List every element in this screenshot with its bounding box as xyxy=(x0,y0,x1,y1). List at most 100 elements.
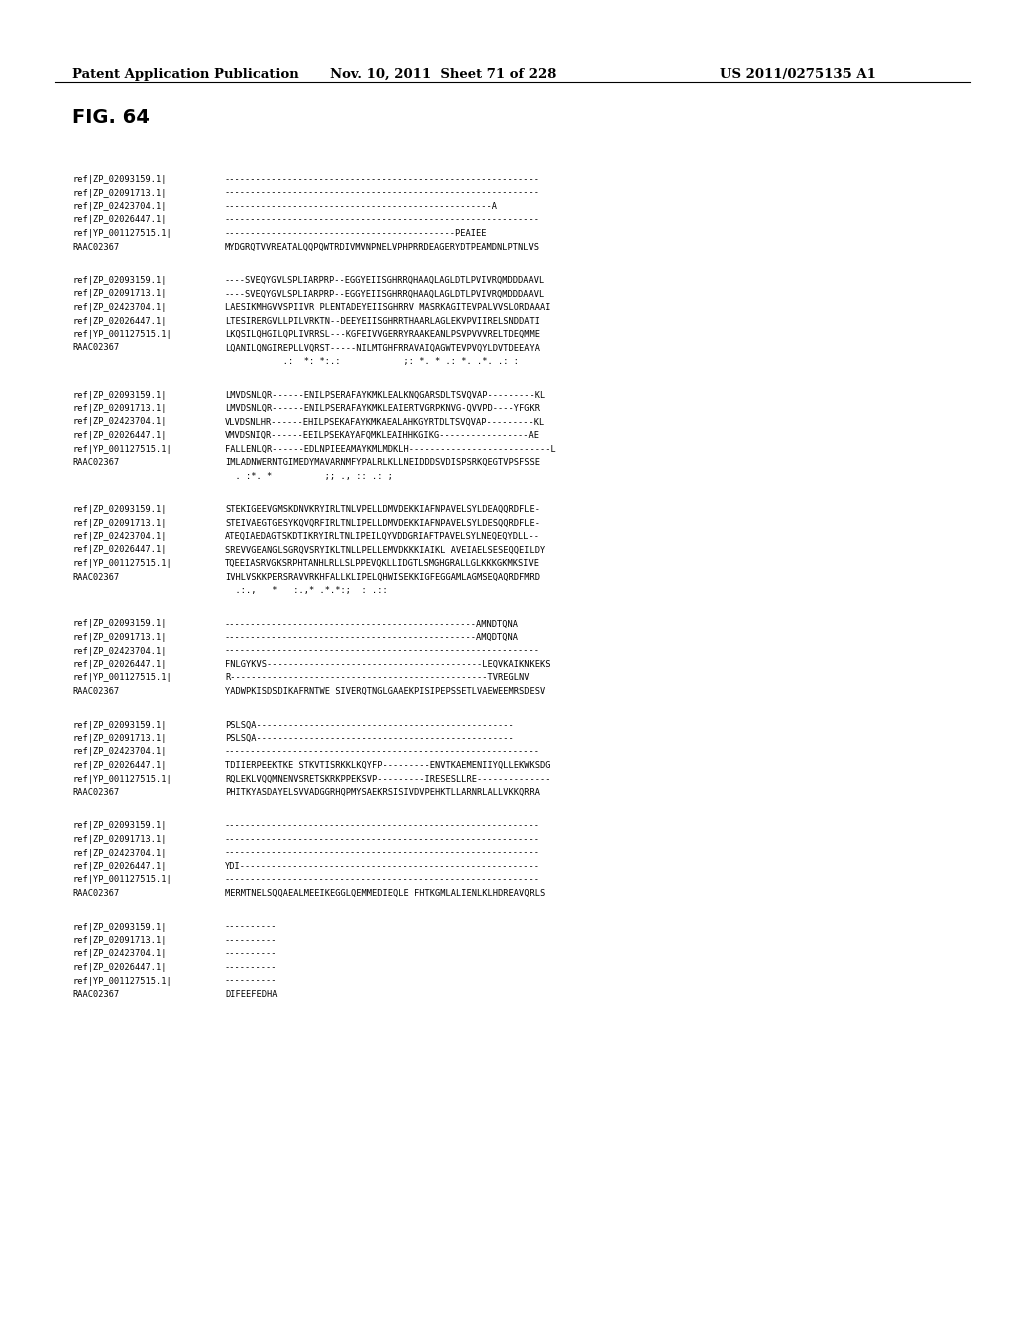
Text: ref|ZP_02423704.1|: ref|ZP_02423704.1| xyxy=(72,202,167,211)
Text: --------------------------------------------PEAIEE: ----------------------------------------… xyxy=(225,228,487,238)
Text: ref|YP_001127515.1|: ref|YP_001127515.1| xyxy=(72,673,172,682)
Text: Nov. 10, 2011  Sheet 71 of 228: Nov. 10, 2011 Sheet 71 of 228 xyxy=(330,69,556,81)
Text: RQLEKLVQQMNENVSRETSKRKPPEKSVP---------IRESESLLRE--------------: RQLEKLVQQMNENVSRETSKRKPPEKSVP---------IR… xyxy=(225,775,551,784)
Text: Patent Application Publication: Patent Application Publication xyxy=(72,69,299,81)
Text: ref|ZP_02093159.1|: ref|ZP_02093159.1| xyxy=(72,923,167,932)
Text: ref|ZP_02423704.1|: ref|ZP_02423704.1| xyxy=(72,532,167,541)
Text: PHITKYASDAYELSVVADGGRHQPMYSAEKRSISIVDVPEHKTLLARNRLALLVKKQRRA: PHITKYASDAYELSVVADGGRHQPMYSAEKRSISIVDVPE… xyxy=(225,788,540,797)
Text: IVHLVSKKPERSRAVVRKHFALLKLIPELQHWISEKKIGFEGGAMLAGMSEQAQRDFMRD: IVHLVSKKPERSRAVVRKHFALLKLIPELQHWISEKKIGF… xyxy=(225,573,540,582)
Text: ----SVEQYGVLSPLIARPRP--EGGYEIISGHRRQHAAQLAGLDTLPVIVRQMDDDAAVL: ----SVEQYGVLSPLIARPRP--EGGYEIISGHRRQHAAQ… xyxy=(225,289,545,298)
Text: ----------: ---------- xyxy=(225,949,278,958)
Text: ref|ZP_02423704.1|: ref|ZP_02423704.1| xyxy=(72,304,167,312)
Text: ref|ZP_02026447.1|: ref|ZP_02026447.1| xyxy=(72,862,167,871)
Text: ------------------------------------------------AMQDTQNA: ----------------------------------------… xyxy=(225,634,519,642)
Text: RAAC02367: RAAC02367 xyxy=(72,990,119,999)
Text: ref|YP_001127515.1|: ref|YP_001127515.1| xyxy=(72,445,172,454)
Text: PSLSQA-------------------------------------------------: PSLSQA----------------------------------… xyxy=(225,734,514,743)
Text: LAESIKMHGVVSPIIVR PLENTADEYEIISGHRRV MASRKAGITEVPALVVSLORDAAAI: LAESIKMHGVVSPIIVR PLENTADEYEIISGHRRV MAS… xyxy=(225,304,551,312)
Text: ref|ZP_02423704.1|: ref|ZP_02423704.1| xyxy=(72,949,167,958)
Text: US 2011/0275135 A1: US 2011/0275135 A1 xyxy=(720,69,876,81)
Text: ref|ZP_02091713.1|: ref|ZP_02091713.1| xyxy=(72,404,167,413)
Text: ref|ZP_02026447.1|: ref|ZP_02026447.1| xyxy=(72,964,167,972)
Text: DIFEEFEDHA: DIFEEFEDHA xyxy=(225,990,278,999)
Text: ref|ZP_02423704.1|: ref|ZP_02423704.1| xyxy=(72,417,167,426)
Text: R-------------------------------------------------TVREGLNV: R---------------------------------------… xyxy=(225,673,529,682)
Text: LMVDSNLQR------ENILPSERAFAYKMKLEALKNQGARSDLTSVQVAP---------KL: LMVDSNLQR------ENILPSERAFAYKMKLEALKNQGAR… xyxy=(225,391,545,400)
Text: STEKIGEEVGMSKDNVKRYIRLTNLVPELLDMVDEKKIAFNPAVELSYLDEAQQRDFLE-: STEKIGEEVGMSKDNVKRYIRLTNLVPELLDMVDEKKIAF… xyxy=(225,506,540,513)
Text: ref|ZP_02093159.1|: ref|ZP_02093159.1| xyxy=(72,506,167,513)
Text: TDIIERPEEKTKE STKVTISRKKLKQYFP---------ENVTKAEMENIIYQLLEKWKSDG: TDIIERPEEKTKE STKVTISRKKLKQYFP---------E… xyxy=(225,762,551,770)
Text: . :*. *          ;; ., :: .: ;: . :*. * ;; ., :: .: ; xyxy=(225,471,393,480)
Text: .:.,   *   :.,* .*.*:;  : .::: .:., * :.,* .*.*:; : .:: xyxy=(225,586,388,595)
Text: ref|ZP_02091713.1|: ref|ZP_02091713.1| xyxy=(72,634,167,642)
Text: ref|ZP_02026447.1|: ref|ZP_02026447.1| xyxy=(72,660,167,669)
Text: ------------------------------------------------------------: ----------------------------------------… xyxy=(225,849,540,858)
Text: .:  *: *:.:            ;: *. * .: *. .*. .: :: .: *: *:.: ;: *. * .: *. .*. .: : xyxy=(225,356,519,366)
Text: LQANILQNGIREPLLVQRST-----NILMTGHFRRAVAIQAGWTEVPVQYLDVTDEEAYA: LQANILQNGIREPLLVQRST-----NILMTGHFRRAVAIQ… xyxy=(225,343,540,352)
Text: ref|ZP_02093159.1|: ref|ZP_02093159.1| xyxy=(72,721,167,730)
Text: RAAC02367: RAAC02367 xyxy=(72,573,119,582)
Text: VLVDSNLHR------EHILPSEKAFAYKMKAEALAHKGYRTDLTSVQVAP---------KL: VLVDSNLHR------EHILPSEKAFAYKMKAEALAHKGYR… xyxy=(225,417,545,426)
Text: ref|ZP_02026447.1|: ref|ZP_02026447.1| xyxy=(72,317,167,326)
Text: PSLSQA-------------------------------------------------: PSLSQA----------------------------------… xyxy=(225,721,514,730)
Text: FALLENLQR------EDLNPIEEAMAYKMLMDKLH---------------------------L: FALLENLQR------EDLNPIEEAMAYKMLMDKLH-----… xyxy=(225,445,556,454)
Text: ref|ZP_02026447.1|: ref|ZP_02026447.1| xyxy=(72,215,167,224)
Text: FIG. 64: FIG. 64 xyxy=(72,108,150,127)
Text: ----------: ---------- xyxy=(225,923,278,932)
Text: RAAC02367: RAAC02367 xyxy=(72,888,119,898)
Text: LMVDSNLQR------ENILPSERAFAYKMKLEAIERTVGRPKNVG-QVVPD----YFGKR: LMVDSNLQR------ENILPSERAFAYKMKLEAIERTVGR… xyxy=(225,404,540,413)
Text: ref|ZP_02091713.1|: ref|ZP_02091713.1| xyxy=(72,189,167,198)
Text: ------------------------------------------------------------: ----------------------------------------… xyxy=(225,215,540,224)
Text: RAAC02367: RAAC02367 xyxy=(72,343,119,352)
Text: ref|ZP_02423704.1|: ref|ZP_02423704.1| xyxy=(72,647,167,656)
Text: ------------------------------------------------------------: ----------------------------------------… xyxy=(225,821,540,830)
Text: ----------: ---------- xyxy=(225,964,278,972)
Text: ------------------------------------------------------------: ----------------------------------------… xyxy=(225,875,540,884)
Text: YADWPKISDSDIKAFRNTWE SIVERQTNGLGAAEKPISIPEPSSETLVAEWEEMRSDESV: YADWPKISDSDIKAFRNTWE SIVERQTNGLGAAEKPISI… xyxy=(225,686,545,696)
Text: STEIVAEGTGESYKQVQRFIRLTNLIPELLDMVDEKKIAFNPAVELSYLDESQQRDFLE-: STEIVAEGTGESYKQVQRFIRLTNLIPELLDMVDEKKIAF… xyxy=(225,519,540,528)
Text: ref|ZP_02093159.1|: ref|ZP_02093159.1| xyxy=(72,276,167,285)
Text: ------------------------------------------------------------: ----------------------------------------… xyxy=(225,647,540,656)
Text: ref|ZP_02091713.1|: ref|ZP_02091713.1| xyxy=(72,519,167,528)
Text: ----------: ---------- xyxy=(225,936,278,945)
Text: ref|ZP_02093159.1|: ref|ZP_02093159.1| xyxy=(72,176,167,183)
Text: ref|YP_001127515.1|: ref|YP_001127515.1| xyxy=(72,558,172,568)
Text: ref|YP_001127515.1|: ref|YP_001127515.1| xyxy=(72,875,172,884)
Text: RAAC02367: RAAC02367 xyxy=(72,458,119,467)
Text: ref|YP_001127515.1|: ref|YP_001127515.1| xyxy=(72,977,172,986)
Text: ref|YP_001127515.1|: ref|YP_001127515.1| xyxy=(72,330,172,339)
Text: ref|YP_001127515.1|: ref|YP_001127515.1| xyxy=(72,228,172,238)
Text: ref|ZP_02091713.1|: ref|ZP_02091713.1| xyxy=(72,836,167,843)
Text: ref|ZP_02093159.1|: ref|ZP_02093159.1| xyxy=(72,619,167,628)
Text: ref|ZP_02026447.1|: ref|ZP_02026447.1| xyxy=(72,432,167,440)
Text: ------------------------------------------------------------: ----------------------------------------… xyxy=(225,836,540,843)
Text: RAAC02367: RAAC02367 xyxy=(72,788,119,797)
Text: ref|ZP_02026447.1|: ref|ZP_02026447.1| xyxy=(72,762,167,770)
Text: ref|ZP_02093159.1|: ref|ZP_02093159.1| xyxy=(72,821,167,830)
Text: ----------: ---------- xyxy=(225,977,278,986)
Text: ref|ZP_02026447.1|: ref|ZP_02026447.1| xyxy=(72,545,167,554)
Text: ref|ZP_02093159.1|: ref|ZP_02093159.1| xyxy=(72,391,167,400)
Text: TQEEIASRVGKSRPHTANHLRLLSLPPEVQKLLIDGTLSMGHGRALLGLKKKGKMKSIVE: TQEEIASRVGKSRPHTANHLRLLSLPPEVQKLLIDGTLSM… xyxy=(225,558,540,568)
Text: MYDGRQTVVREATALQQPQWTRDIVMVNPNELVPHPRRDEAGERYDTPEAMDNLPTNLVS: MYDGRQTVVREATALQQPQWTRDIVMVNPNELVPHPRRDE… xyxy=(225,243,540,252)
Text: ref|YP_001127515.1|: ref|YP_001127515.1| xyxy=(72,775,172,784)
Text: VMVDSNIQR------EEILPSEKAYAFQMKLEAIHHKGIKG-----------------AE: VMVDSNIQR------EEILPSEKAYAFQMKLEAIHHKGIK… xyxy=(225,432,540,440)
Text: ref|ZP_02091713.1|: ref|ZP_02091713.1| xyxy=(72,289,167,298)
Text: RAAC02367: RAAC02367 xyxy=(72,243,119,252)
Text: ATEQIAEDAGTSKDTIKRYIRLTNLIPEILQYVDDGRIAFTPAVELSYLNEQEQYDLL--: ATEQIAEDAGTSKDTIKRYIRLTNLIPEILQYVDDGRIAF… xyxy=(225,532,540,541)
Text: IMLADNWERNTGIMEDYMAVARNMFYPALRLKLLNEIDDDSVDISPSRKQEGTVPSFSSE: IMLADNWERNTGIMEDYMAVARNMFYPALRLKLLNEIDDD… xyxy=(225,458,540,467)
Text: ------------------------------------------------------------: ----------------------------------------… xyxy=(225,176,540,183)
Text: LTESIRERGVLLPILVRKTN--DEEYEIISGHRRTHAARLAGLEKVPVIIRELSNDDATI: LTESIRERGVLLPILVRKTN--DEEYEIISGHRRTHAARL… xyxy=(225,317,540,326)
Text: YDI---------------------------------------------------------: YDI-------------------------------------… xyxy=(225,862,540,871)
Text: RAAC02367: RAAC02367 xyxy=(72,686,119,696)
Text: ref|ZP_02091713.1|: ref|ZP_02091713.1| xyxy=(72,936,167,945)
Text: ---------------------------------------------------A: ----------------------------------------… xyxy=(225,202,498,211)
Text: ----SVEQYGVLSPLIARPRP--EGGYEIISGHRRQHAAQLAGLDTLPVIVRQMDDDAAVL: ----SVEQYGVLSPLIARPRP--EGGYEIISGHRRQHAAQ… xyxy=(225,276,545,285)
Text: SREVVGEANGLSGRQVSRYIKLTNLLPELLEMVDKKKIAIKL AVEIAELSESEQQEILDY: SREVVGEANGLSGRQVSRYIKLTNLLPELLEMVDKKKIAI… xyxy=(225,545,545,554)
Text: LKQSILQHGILQPLIVRRSL---KGFEIVVGERRYRAAKEANLPSVPVVVRELTDEQMME: LKQSILQHGILQPLIVRRSL---KGFEIVVGERRYRAAKE… xyxy=(225,330,540,339)
Text: ref|ZP_02423704.1|: ref|ZP_02423704.1| xyxy=(72,747,167,756)
Text: ref|ZP_02091713.1|: ref|ZP_02091713.1| xyxy=(72,734,167,743)
Text: ------------------------------------------------AMNDTQNA: ----------------------------------------… xyxy=(225,619,519,628)
Text: FNLGYKVS-----------------------------------------LEQVKAIKNKEKS: FNLGYKVS--------------------------------… xyxy=(225,660,551,669)
Text: ref|ZP_02423704.1|: ref|ZP_02423704.1| xyxy=(72,849,167,858)
